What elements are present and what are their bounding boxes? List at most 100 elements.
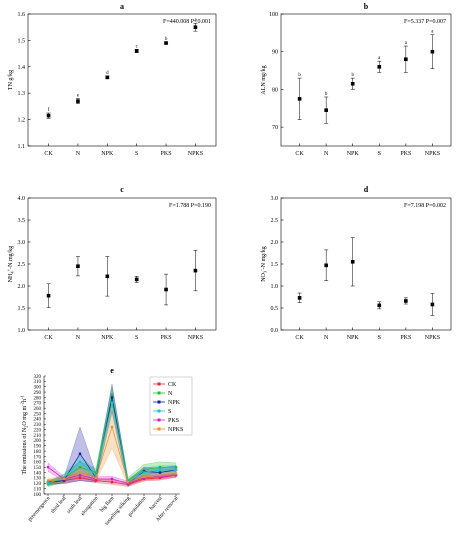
y-axis-label-b: ALN mg/kg [261,65,267,94]
significance-letter-a: b [165,37,168,42]
significance-letter-a: d [106,71,109,76]
series-point-npks [158,474,162,477]
plot-frame-b [280,13,452,147]
data-point-d [404,299,408,303]
significance-letter-a: a [194,18,197,23]
data-point-a [134,49,139,53]
panel-title-c: c [120,185,124,194]
ytick-label-e: 170 [34,455,42,460]
xtick-label-c: NPKS [188,335,203,341]
data-point-a [164,41,168,45]
ytick-label-e: 260 [34,407,42,412]
ytick-label-a: 1.3 [18,91,26,97]
xtick-label-b: PKS [400,151,411,157]
legend-marker-s [157,409,161,413]
plot-frame-a [27,13,217,147]
ytick-label-e: 270 [34,402,42,407]
plot-frame-c [27,197,217,331]
series-point-n [110,393,114,396]
data-point-c [105,274,110,279]
data-point-b [350,81,355,86]
xtick-label-d: N [324,335,329,341]
series-point-npk [110,396,114,399]
xtick-label-d: NPK [347,335,360,341]
legend-label-ck: CK [168,382,177,388]
ytick-label-b: 90 [272,50,278,56]
ytick-label-b: 70 [272,125,278,131]
significance-letter-b: b [325,92,328,97]
series-point-npks [78,471,82,474]
series-point-npks [62,477,66,481]
legend-label-pks: PKS [168,418,179,424]
xtick-label-c: CK [44,335,53,341]
ytick-label-e: 300 [34,386,42,391]
ytick-label-c: 3.0 [18,240,26,246]
xtick-label-c: PKS [161,335,172,341]
ytick-label-e: 110 [34,487,42,492]
xtick-label-e: third leaf [49,495,67,515]
data-point-c [46,293,51,298]
panel-title-d: d [364,185,369,194]
xtick-label-d: PKS [400,335,411,341]
stat-annotation-d: F=7.198 P=0.002 [404,203,446,209]
ytick-label-d: 1.5 [271,262,279,268]
ytick-label-c: 1.0 [18,328,26,334]
series-point-pks [110,477,114,481]
series-point-n [174,465,178,469]
xtick-label-a: CK [44,151,53,157]
xtick-label-d: S [378,335,381,341]
series-point-pks [158,475,162,479]
legend-marker-pks [157,418,161,422]
series-point-npks [142,475,146,479]
xtick-label-b: N [324,151,329,157]
stat-annotation-a: F=440.008 P<0.001 [163,19,211,25]
ytick-label-d: 0.5 [271,306,279,312]
ytick-label-e: 160 [34,461,42,466]
ytick-label-e: 240 [34,418,42,423]
data-point-c [164,287,168,292]
significance-letter-a: c [136,44,139,49]
data-point-c [134,277,139,282]
series-point-npks [110,425,114,429]
legend-label-npks: NPKS [168,427,183,433]
ytick-label-e: 140 [34,471,42,476]
xtick-label-b: S [378,151,381,157]
xtick-label-e: preemergence [27,495,52,523]
panel-title-e: e [110,366,114,375]
xtick-label-d: NPKS [425,335,440,341]
series-point-pks [174,474,178,477]
panel-title-a: a [120,2,124,11]
legend-box-e [149,376,193,436]
ytick-label-e: 150 [34,466,42,471]
significance-letter-b: b [351,73,354,78]
xtick-label-a: PKS [161,151,172,157]
series-point-n [142,468,146,472]
data-point-a [105,75,110,80]
legend-label-s: S [168,409,171,415]
series-point-s [94,474,98,477]
data-point-d [297,296,302,300]
data-point-b [430,49,435,54]
data-point-d [324,263,328,268]
ytick-label-e: 100 [34,493,42,498]
stat-annotation-b: F=5.337 P=0.007 [404,19,446,25]
series-point-npks [126,481,130,484]
series-point-n [78,465,82,469]
series-point-n [158,465,162,469]
ytick-label-e: 320 [34,375,42,380]
ytick-label-e: 220 [34,428,42,433]
series-point-s [46,482,50,485]
ytick-label-b: 80 [272,87,278,93]
panel-title-b: b [364,2,369,11]
series-point-ck [110,481,114,484]
ytick-label-e: 190 [34,445,42,450]
significance-letter-b: b [298,73,301,78]
ytick-label-a: 1.1 [18,144,26,150]
series-point-ck [94,479,98,482]
ytick-label-c: 2.0 [18,284,26,290]
significance-letter-b: a [378,56,381,61]
xtick-label-b: CK [295,151,304,157]
legend-label-npk: NPK [168,400,181,406]
series-point-pks [78,474,82,477]
xtick-label-c: S [135,335,138,341]
